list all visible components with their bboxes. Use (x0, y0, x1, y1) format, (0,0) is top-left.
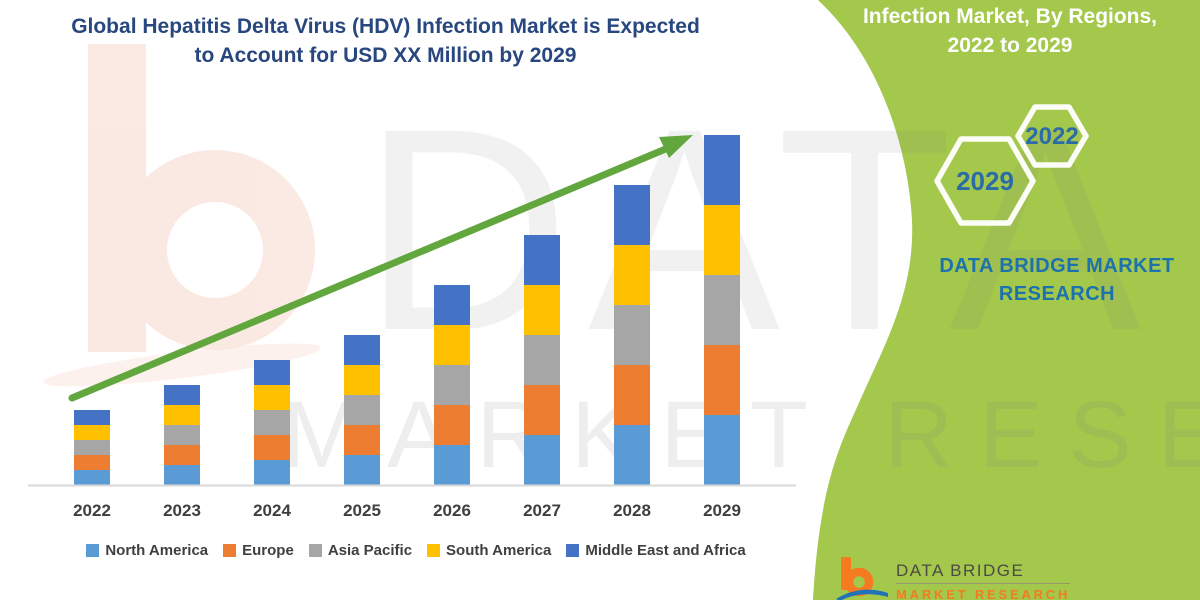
green-panel-shape (813, 0, 1200, 600)
bar-segment-2027-north-america (524, 435, 560, 485)
bar-segment-2026-south-america (434, 325, 470, 365)
chart-title: Global Hepatitis Delta Virus (HDV) Infec… (58, 12, 713, 70)
chart-legend: North America Europe Asia Pacific South Ame… (30, 542, 802, 559)
hexagon-2029 (934, 136, 1036, 226)
logo-swoosh (836, 589, 888, 600)
x-axis-label-2027: 2027 (523, 501, 561, 520)
bar-segment-2028-middle-east-and-africa (614, 185, 650, 245)
legend-label: Asia Pacific (327, 542, 413, 559)
bar-segment-2023-middle-east-and-africa (164, 385, 200, 405)
bar-segment-2023-south-america (164, 405, 200, 425)
x-axis-label-2022: 2022 (73, 501, 111, 520)
databridge-logo-icon (836, 557, 888, 600)
trend-arrow-shaft (68, 144, 672, 402)
chart-title-line1: Global Hepatitis Delta Virus (HDV) Infec… (71, 15, 700, 38)
green-side-panel (813, 0, 1200, 600)
bar-segment-2022-europe (74, 455, 110, 470)
bar-segment-2027-asia-pacific (524, 335, 560, 385)
panel-heading: Infection Market, By Regions, 2022 to 20… (843, 2, 1177, 60)
bars-layer (74, 135, 740, 485)
legend-label: Middle East and Africa (585, 542, 746, 559)
x-axis-label-2023: 2023 (163, 501, 201, 520)
footer-logo: DATA BRIDGE MARKET RESEARCH (834, 555, 1071, 600)
bar-segment-2025-middle-east-and-africa (344, 335, 380, 365)
bar-segment-2028-south-america (614, 245, 650, 305)
legend-swatch-icon (566, 544, 580, 557)
bar-segment-2025-asia-pacific (344, 395, 380, 425)
bar-segment-2024-middle-east-and-africa (254, 360, 290, 385)
bar-segment-2024-europe (254, 435, 290, 460)
x-axis-label-2029: 2029 (703, 501, 741, 520)
legend-label: South America (446, 542, 552, 559)
trend-arrow-head (659, 135, 693, 158)
watermark-b-bowl (115, 150, 316, 350)
bar-segment-2025-europe (344, 425, 380, 455)
trend-arrow (68, 135, 693, 402)
pink-b-watermark (88, 44, 316, 352)
bar-segment-2029-asia-pacific (704, 275, 740, 345)
bar-segment-2028-europe (614, 365, 650, 425)
legend-swatch-icon (308, 544, 322, 557)
hexagon-2022-label: 2022 (1025, 123, 1078, 150)
bar-segment-2024-north-america (254, 460, 290, 485)
panel-brand-caption: DATA BRIDGE MARKET RESEARCH (939, 255, 1175, 305)
legend-swatch-icon (86, 544, 100, 557)
x-axis-label-2025: 2025 (343, 501, 381, 520)
panel-heading-line2: 2022 to 2029 (947, 34, 1073, 57)
bar-segment-2026-asia-pacific (434, 365, 470, 405)
legend-swatch-icon (427, 544, 441, 557)
bar-segment-2029-middle-east-and-africa (704, 135, 740, 205)
bar-segment-2025-south-america (344, 365, 380, 395)
legend-item-middle-east-and-africa: Middle East and Africa (566, 542, 746, 559)
legend-swatch-icon (223, 544, 237, 557)
bar-segment-2029-europe (704, 345, 740, 415)
bar-segment-2026-europe (434, 405, 470, 445)
legend-item-north-america: North America (86, 542, 208, 559)
bar-segment-2028-north-america (614, 425, 650, 485)
bar-segment-2022-middle-east-and-africa (74, 410, 110, 425)
footer-sub-brand: MARKET RESEARCH (896, 587, 1071, 600)
footer-text-block: DATA BRIDGE MARKET RESEARCH (896, 561, 1071, 600)
hexagon-2029-label: 2029 (956, 166, 1014, 196)
chart-title-line2: to Account for USD XX Million by 2029 (194, 44, 577, 67)
bar-segment-2027-europe (524, 385, 560, 435)
legend-item-europe: Europe (223, 542, 294, 559)
bar-segment-2029-north-america (704, 415, 740, 485)
legend-label: Europe (242, 542, 294, 559)
panel-heading-line1: Infection Market, By Regions, (862, 5, 1158, 28)
bar-segment-2024-asia-pacific (254, 410, 290, 435)
footer-brand-name: DATA BRIDGE (896, 561, 1071, 584)
legend-item-asia-pacific: Asia Pacific (308, 542, 413, 559)
bar-segment-2023-asia-pacific (164, 425, 200, 445)
bar-segment-2023-north-america (164, 465, 200, 485)
bar-segment-2026-north-america (434, 445, 470, 485)
bar-segment-2022-north-america (74, 470, 110, 485)
bar-segment-2023-europe (164, 445, 200, 465)
bar-segment-2028-asia-pacific (614, 305, 650, 365)
bar-segment-2024-south-america (254, 385, 290, 410)
legend-label: North America (105, 542, 209, 559)
bar-segment-2025-north-america (344, 455, 380, 485)
bar-segment-2029-south-america (704, 205, 740, 275)
legend-item-south-america: South America (427, 542, 551, 559)
x-axis-label-2026: 2026 (433, 501, 471, 520)
bar-segment-2026-middle-east-and-africa (434, 285, 470, 325)
hexagon-2022 (1015, 104, 1089, 168)
panel-hexagons: 2022 2029 (934, 104, 1089, 226)
bar-segment-2022-asia-pacific (74, 440, 110, 455)
bar-segment-2027-south-america (524, 285, 560, 335)
bar-segment-2022-south-america (74, 425, 110, 440)
x-axis-label-2028: 2028 (613, 501, 651, 520)
logo-b-bowl (844, 567, 874, 597)
bar-segment-2027-middle-east-and-africa (524, 235, 560, 285)
x-axis-label-2024: 2024 (253, 501, 291, 520)
